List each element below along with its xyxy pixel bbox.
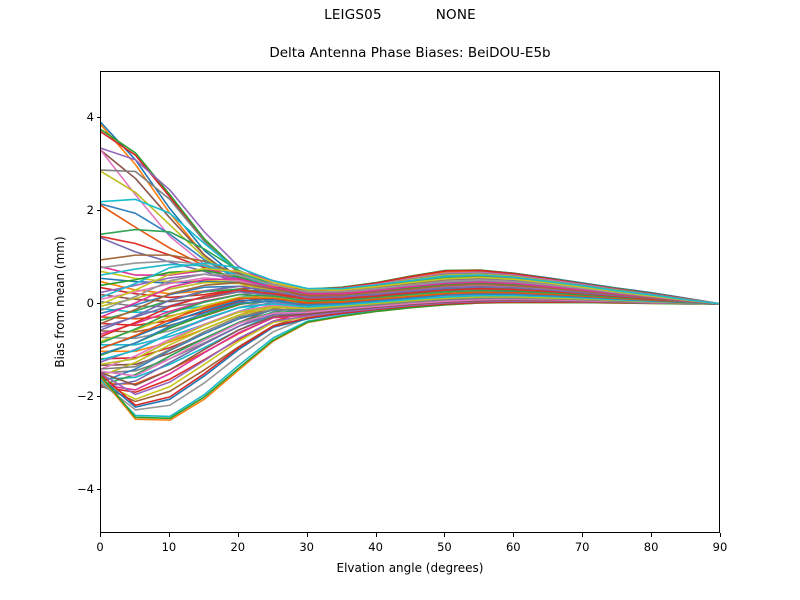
y-tick-mark xyxy=(96,488,100,490)
x-tick-mark xyxy=(513,533,515,537)
x-tick-mark xyxy=(100,533,101,537)
x-tick-label: 30 xyxy=(299,540,314,554)
y-tick-label: 2 xyxy=(86,203,94,217)
series-line xyxy=(101,285,719,331)
suptitle-radome: NONE xyxy=(435,7,476,23)
series-line xyxy=(101,278,719,318)
x-tick-mark xyxy=(375,533,377,537)
series-line xyxy=(101,291,719,350)
x-tick-label: 50 xyxy=(437,540,452,554)
suptitle-antenna: LEIGS05 xyxy=(324,7,382,23)
x-tick-mark xyxy=(582,533,584,537)
x-tick-label: 90 xyxy=(712,540,728,554)
y-tick-label: 4 xyxy=(86,110,94,124)
plot-area xyxy=(100,71,720,533)
y-axis-label: Bias from mean (mm) xyxy=(53,236,67,368)
x-tick-label: 80 xyxy=(643,540,659,554)
x-tick-label: 60 xyxy=(505,540,521,554)
x-axis-label: Elvation angle (degrees) xyxy=(336,561,484,575)
x-tick-mark xyxy=(237,533,239,537)
series-line xyxy=(101,297,719,370)
x-tick-mark xyxy=(720,533,721,537)
chart-title: Delta Antenna Phase Biases: BeiDOU-E5b xyxy=(269,45,551,61)
y-tick-mark xyxy=(96,210,100,211)
series-line xyxy=(101,273,719,312)
series-line xyxy=(101,294,719,361)
y-tick-label: −2 xyxy=(77,388,94,403)
y-tick-mark xyxy=(96,302,100,304)
x-tick-mark xyxy=(444,533,446,537)
y-tick-mark xyxy=(96,117,100,118)
x-tick-label: 0 xyxy=(96,540,104,554)
y-tick-label: −4 xyxy=(77,481,94,496)
x-tick-mark xyxy=(168,533,170,537)
series-line xyxy=(101,262,719,305)
x-tick-mark xyxy=(651,533,653,537)
series-line xyxy=(101,267,719,305)
series-lines xyxy=(101,121,719,421)
y-tick-mark xyxy=(96,395,100,397)
x-tick-label: 10 xyxy=(161,540,177,554)
x-tick-label: 40 xyxy=(368,540,383,554)
figure-suptitle: LEIGS05 NONE xyxy=(0,7,800,23)
x-tick-mark xyxy=(306,533,308,537)
x-tick-label: 70 xyxy=(574,540,590,554)
x-tick-label: 20 xyxy=(230,540,246,554)
series-line xyxy=(101,281,719,325)
series-line xyxy=(101,287,719,338)
y-tick-label: 0 xyxy=(86,295,94,310)
series-line xyxy=(101,289,719,344)
